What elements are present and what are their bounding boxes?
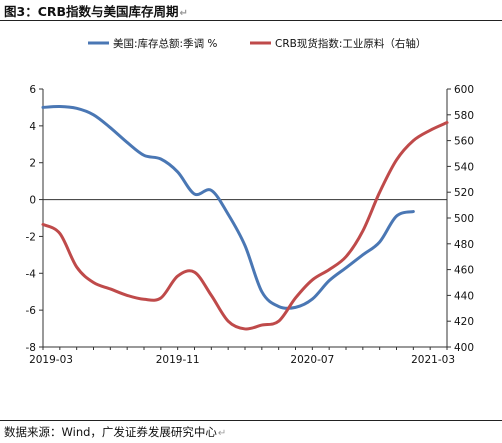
bottom-rule — [0, 420, 502, 421]
right-tick-label: 460 — [454, 265, 474, 277]
axis-ticks: -8 -6 -4 -2 0 2 4 6 400 420 440 460 480 500 520 540 560 5… — [26, 84, 475, 366]
right-tick-label: 520 — [454, 187, 474, 199]
figure-title: 图3：CRB指数与美国库存周期↵ — [4, 4, 188, 19]
x-tick-label: 2019-03 — [29, 354, 73, 366]
left-tick-label: -6 — [26, 305, 37, 317]
left-tick-label: 0 — [29, 195, 36, 207]
left-tick-label: -4 — [26, 268, 37, 280]
right-tick-label: 420 — [454, 316, 474, 328]
right-tick-label: 400 — [454, 342, 474, 354]
left-tick-label: 2 — [29, 158, 36, 170]
left-tick-label: -2 — [26, 231, 36, 243]
series-lines — [41, 104, 449, 331]
series-line-inventory — [41, 104, 415, 310]
legend-label-crb: CRB现货指数:工业原料（右轴） — [275, 37, 426, 50]
right-tick-label: 440 — [454, 290, 474, 302]
right-tick-label: 600 — [454, 84, 474, 96]
top-rule — [0, 20, 502, 21]
x-tick-label: 2021-03 — [411, 354, 455, 366]
right-tick-label: 560 — [454, 136, 474, 148]
source-note: 数据来源：Wind，广发证券发展研究中心↵ — [4, 425, 227, 439]
right-tick-label: 500 — [454, 213, 474, 225]
x-tick-label: 2019-11 — [156, 354, 200, 366]
series-line-crb — [41, 121, 449, 331]
left-tick-label: 6 — [29, 84, 36, 96]
right-tick-label: 540 — [454, 161, 474, 173]
left-tick-label: 4 — [29, 121, 36, 133]
left-tick-label: -8 — [26, 342, 36, 354]
x-tick-label: 2020-07 — [290, 354, 334, 366]
right-tick-label: 580 — [454, 110, 474, 122]
legend-label-inventory: 美国:库存总额:季调 % — [113, 37, 217, 50]
right-tick-label: 480 — [454, 239, 474, 251]
legend: 美国:库存总额:季调 % CRB现货指数:工业原料（右轴） — [88, 37, 426, 50]
